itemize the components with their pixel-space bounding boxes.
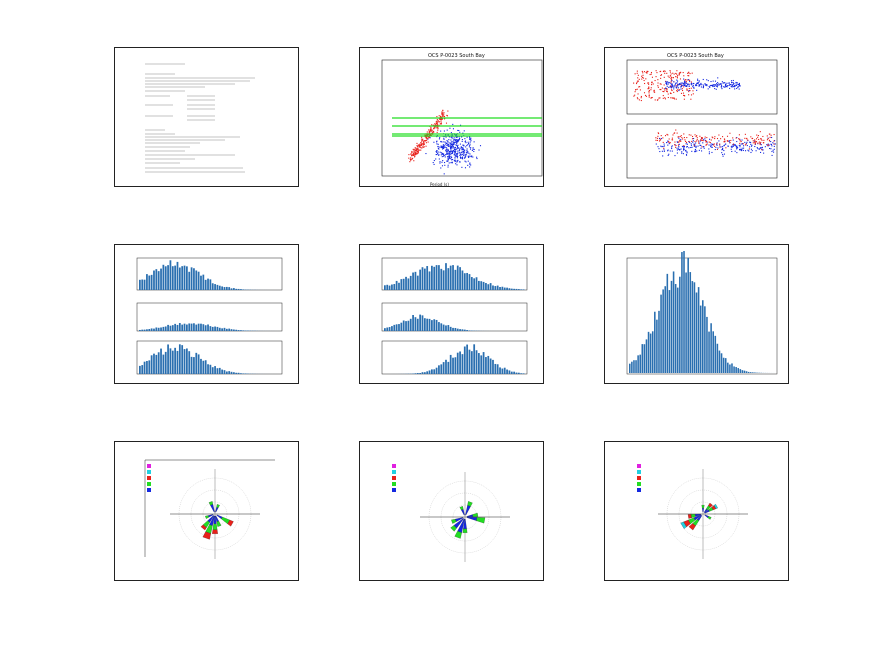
rose-preview-8 xyxy=(392,464,510,562)
dual-scatter-slide-preview: OCS P-0023 South Bay xyxy=(626,53,778,179)
histogram-preview-6 xyxy=(626,251,778,375)
slide-thumbnail-9[interactable] xyxy=(604,441,789,581)
scatter-slide-preview: OCS P-0023 South Bay Period (s) xyxy=(381,53,543,187)
rose-preview-9 xyxy=(637,464,748,559)
histogram-bars xyxy=(384,263,525,374)
slide-thumbnail-2[interactable]: OCS P-0023 South Bay Period (s) xyxy=(359,47,544,187)
slide-3-title: OCS P-0023 South Bay xyxy=(667,53,724,59)
wind-rose xyxy=(392,464,510,562)
histogram-bars xyxy=(139,260,280,374)
slide-thumbnail-8[interactable] xyxy=(359,441,544,581)
slide-thumbnail-4[interactable] xyxy=(114,244,299,384)
lower-scatter-points xyxy=(655,129,776,157)
wind-rose xyxy=(637,464,748,559)
slide-thumbnail-1[interactable] xyxy=(114,47,299,187)
histogram-stack-preview-5 xyxy=(381,257,528,375)
slide-2-xlabel: Period (s) xyxy=(430,182,449,187)
upper-scatter-points xyxy=(633,70,741,102)
slide-thumbnail-6[interactable] xyxy=(604,244,789,384)
histogram-bars xyxy=(629,251,775,373)
scatter-points xyxy=(408,109,482,175)
histogram-stack-preview-4 xyxy=(136,257,283,375)
slide-thumbnail-3[interactable]: OCS P-0023 South Bay xyxy=(604,47,789,187)
wind-rose xyxy=(147,464,260,559)
slide-thumbnail-7[interactable] xyxy=(114,441,299,581)
slide-thumbnail-5[interactable] xyxy=(359,244,544,384)
rose-preview-7 xyxy=(144,459,275,559)
text-slide-preview xyxy=(145,63,255,173)
slide-2-title: OCS P-0023 South Bay xyxy=(428,53,485,59)
